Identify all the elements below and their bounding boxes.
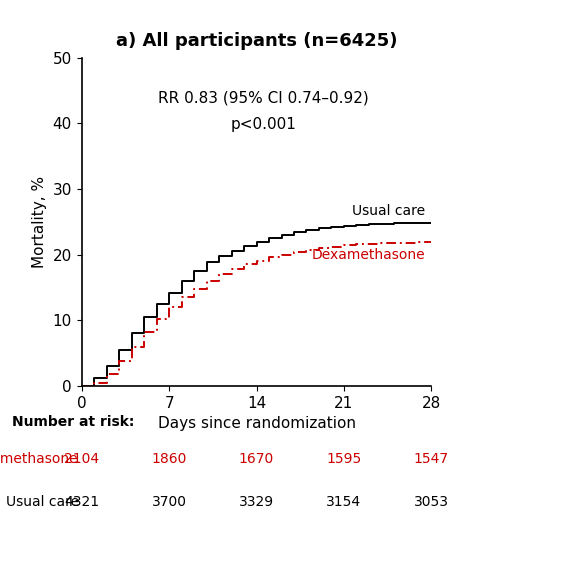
Text: 1547: 1547 xyxy=(414,452,449,466)
Text: p<0.001: p<0.001 xyxy=(231,117,296,132)
Text: 1670: 1670 xyxy=(239,452,274,466)
Text: 3053: 3053 xyxy=(414,495,449,509)
Text: Number at risk:: Number at risk: xyxy=(12,415,134,429)
Text: 3700: 3700 xyxy=(152,495,187,509)
Text: 1860: 1860 xyxy=(152,452,187,466)
X-axis label: Days since randomization: Days since randomization xyxy=(157,416,356,431)
Text: Usual care: Usual care xyxy=(352,204,425,218)
Text: 3154: 3154 xyxy=(326,495,361,509)
Y-axis label: Mortality, %: Mortality, % xyxy=(32,176,47,268)
Text: 1595: 1595 xyxy=(326,452,361,466)
Text: 2104: 2104 xyxy=(64,452,99,466)
Title: a) All participants (n=6425): a) All participants (n=6425) xyxy=(116,32,397,51)
Text: Dexamethasone: Dexamethasone xyxy=(0,452,79,466)
Text: Usual care: Usual care xyxy=(6,495,79,509)
Text: Dexamethasone: Dexamethasone xyxy=(311,248,425,262)
Text: 3329: 3329 xyxy=(239,495,274,509)
Text: RR 0.83 (95% CI 0.74–0.92): RR 0.83 (95% CI 0.74–0.92) xyxy=(158,90,369,105)
Text: 4321: 4321 xyxy=(64,495,99,509)
